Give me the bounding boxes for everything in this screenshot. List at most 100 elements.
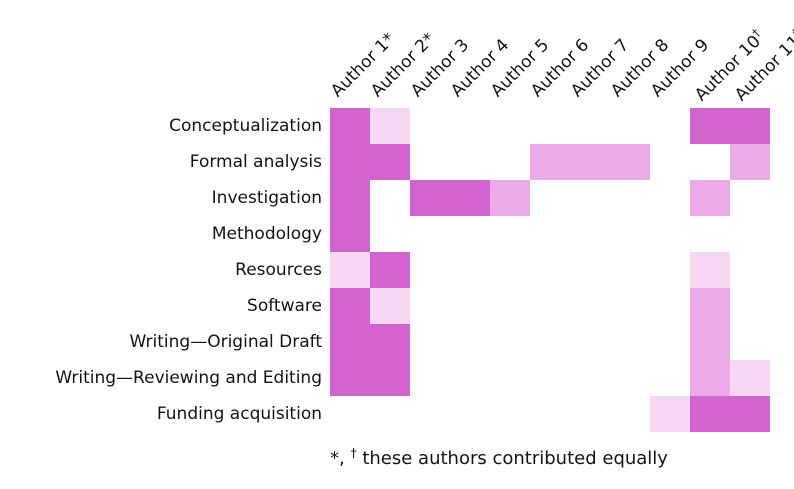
heatmap-cell	[330, 252, 370, 288]
heatmap-cell	[530, 144, 570, 180]
heatmap-cell	[330, 324, 370, 360]
heatmap-cell	[370, 216, 410, 252]
heatmap-cell	[370, 144, 410, 180]
heatmap-cell	[490, 396, 530, 432]
heatmap-cell	[410, 360, 450, 396]
heatmap-cell	[570, 144, 610, 180]
heatmap-cell	[530, 288, 570, 324]
footnote-separator: ,	[339, 448, 351, 469]
heatmap-cell	[450, 360, 490, 396]
heatmap-cell	[690, 252, 730, 288]
heatmap-cell	[410, 108, 450, 144]
heatmap-cell	[570, 180, 610, 216]
heatmap-cell	[450, 216, 490, 252]
heatmap-cell	[490, 324, 530, 360]
heatmap-cell	[610, 324, 650, 360]
heatmap-cell	[690, 396, 730, 432]
heatmap-cell	[530, 180, 570, 216]
heatmap-cell	[610, 360, 650, 396]
heatmap-cell	[370, 252, 410, 288]
heatmap-cell	[730, 396, 770, 432]
heatmap-cell	[370, 180, 410, 216]
heatmap-cell	[450, 180, 490, 216]
heatmap-cell	[650, 396, 690, 432]
heatmap-cell	[610, 180, 650, 216]
heatmap-cell	[650, 360, 690, 396]
heatmap-cell	[690, 108, 730, 144]
heatmap-cell	[730, 216, 770, 252]
heatmap-cell	[610, 144, 650, 180]
row-label: Funding acquisition	[156, 404, 322, 424]
row-label: Software	[247, 296, 322, 316]
heatmap-cell	[370, 360, 410, 396]
heatmap-cell	[730, 360, 770, 396]
heatmap-cell	[490, 108, 530, 144]
heatmap-cell	[330, 216, 370, 252]
heatmap-cell	[530, 108, 570, 144]
footnote: *, † these authors contributed equally	[330, 446, 668, 469]
heatmap-cell	[410, 216, 450, 252]
row-label: Resources	[235, 260, 322, 280]
heatmap-cell	[410, 252, 450, 288]
heatmap-cell	[370, 324, 410, 360]
row-label: Writing—Original Draft	[129, 332, 323, 352]
heatmap-cell	[570, 108, 610, 144]
row-label: Investigation	[211, 188, 322, 208]
heatmap-cell	[730, 108, 770, 144]
row-label: Formal analysis	[189, 152, 322, 172]
heatmap-cell	[570, 360, 610, 396]
heatmap-cell	[610, 216, 650, 252]
heatmap-cell	[410, 396, 450, 432]
heatmap-cell	[450, 396, 490, 432]
heatmap-cell	[650, 216, 690, 252]
heatmap-cell	[370, 288, 410, 324]
heatmap-cell	[690, 144, 730, 180]
heatmap-cell	[690, 216, 730, 252]
heatmap-cell	[570, 252, 610, 288]
row-label: Conceptualization	[169, 116, 322, 136]
heatmap-cell	[330, 144, 370, 180]
heatmap-cell	[650, 288, 690, 324]
heatmap-cell	[650, 108, 690, 144]
heatmap-cell	[610, 252, 650, 288]
footnote-dagger-icon: †	[350, 446, 357, 460]
heatmap-cell	[370, 396, 410, 432]
heatmap-cell	[330, 396, 370, 432]
heatmap-cell	[530, 324, 570, 360]
heatmap-cell	[450, 144, 490, 180]
heatmap-cell	[530, 216, 570, 252]
heatmap-cell	[410, 144, 450, 180]
heatmap-cell	[530, 360, 570, 396]
heatmap-cell	[650, 324, 690, 360]
heatmap-cell	[730, 324, 770, 360]
heatmap-cell	[610, 108, 650, 144]
heatmap-cell	[690, 180, 730, 216]
heatmap-cell	[650, 180, 690, 216]
heatmap-cell	[730, 180, 770, 216]
heatmap-cell	[650, 144, 690, 180]
heatmap-cell	[410, 288, 450, 324]
heatmap-cell	[730, 144, 770, 180]
heatmap-cell	[730, 288, 770, 324]
footnote-text: these authors contributed equally	[362, 448, 668, 469]
heatmap-cell	[450, 252, 490, 288]
row-label: Methodology	[211, 224, 322, 244]
footnote-star: *	[330, 448, 340, 469]
heatmap-cell	[730, 252, 770, 288]
heatmap-cell	[490, 144, 530, 180]
heatmap-cell	[610, 288, 650, 324]
heatmap-cell	[330, 108, 370, 144]
heatmap-cell	[490, 216, 530, 252]
heatmap-cell	[490, 180, 530, 216]
heatmap-cell	[490, 360, 530, 396]
heatmap-cell	[570, 288, 610, 324]
heatmap-cell	[530, 252, 570, 288]
heatmap-cell	[490, 252, 530, 288]
heatmap-cell	[410, 180, 450, 216]
heatmap-cell	[570, 216, 610, 252]
heatmap-cell	[530, 396, 570, 432]
heatmap-cell	[370, 108, 410, 144]
heatmap-cell	[650, 252, 690, 288]
heatmap-cell	[690, 324, 730, 360]
heatmap-cell	[410, 324, 450, 360]
